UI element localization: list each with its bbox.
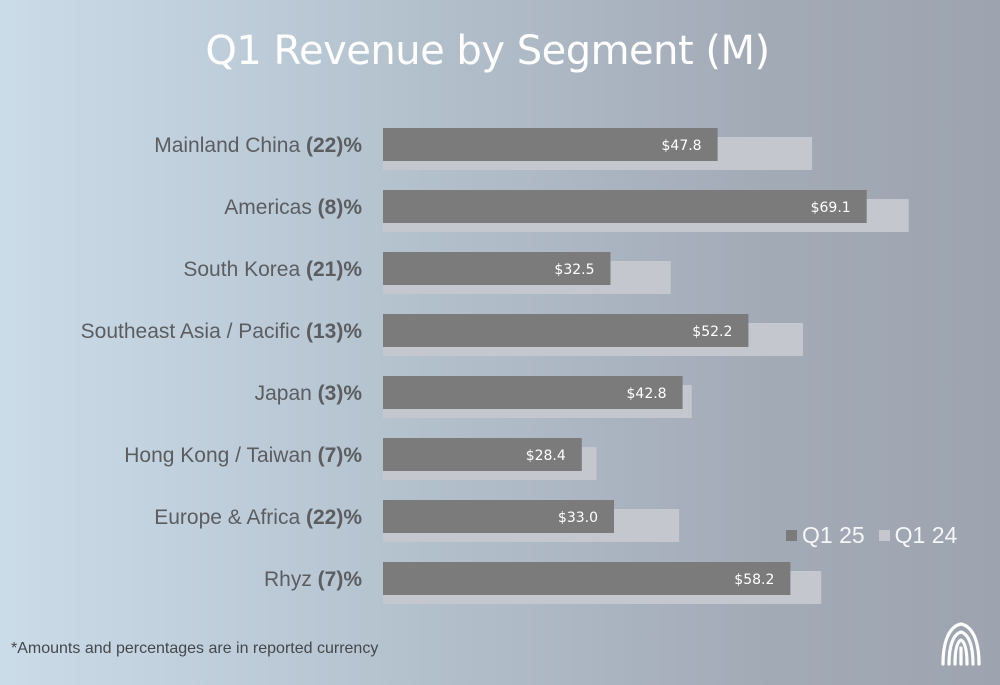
legend-item-q1-24: Q1 24 bbox=[878, 522, 958, 549]
legend-swatch-q1-25 bbox=[786, 530, 797, 541]
category-name-5: Hong Kong / Taiwan bbox=[124, 444, 317, 467]
category-change-1: (8)% bbox=[318, 196, 363, 219]
data-label-3: $52.2 bbox=[692, 324, 732, 340]
chart-title: Q1 Revenue by Segment (M) bbox=[205, 28, 770, 74]
bar-q1-25-1 bbox=[383, 190, 867, 223]
bar-q1-25-4 bbox=[383, 376, 683, 409]
category-label-7: Rhyz (7)% bbox=[264, 568, 362, 591]
bar-q1-25-7 bbox=[383, 562, 791, 595]
category-label-0: Mainland China (22)% bbox=[154, 134, 362, 157]
category-change-4: (3)% bbox=[318, 382, 363, 405]
bar-q1-25-5 bbox=[383, 438, 582, 471]
company-logo-icon bbox=[941, 622, 981, 666]
legend-label-q1-24: Q1 24 bbox=[894, 522, 958, 548]
data-label-2: $32.5 bbox=[554, 262, 594, 278]
data-label-4: $42.8 bbox=[627, 386, 667, 402]
data-label-6: $33.0 bbox=[558, 510, 598, 526]
data-label-1: $69.1 bbox=[811, 200, 851, 216]
category-name-3: Southeast Asia / Pacific bbox=[81, 320, 306, 343]
category-label-4: Japan (3)% bbox=[255, 382, 363, 405]
category-name-6: Europe & Africa bbox=[154, 506, 306, 529]
category-change-6: (22)% bbox=[306, 506, 362, 529]
legend: Q1 25 Q1 24 bbox=[786, 522, 957, 549]
category-name-4: Japan bbox=[255, 382, 318, 405]
category-label-5: Hong Kong / Taiwan (7)% bbox=[124, 444, 362, 467]
category-change-2: (21)% bbox=[306, 258, 362, 281]
footnote: *Amounts and percentages are in reported… bbox=[11, 640, 379, 657]
category-label-6: Europe & Africa (22)% bbox=[154, 506, 362, 529]
category-change-0: (22)% bbox=[306, 134, 362, 157]
category-name-1: Americas bbox=[224, 196, 317, 219]
bar-q1-25-6 bbox=[383, 500, 614, 533]
legend-item-q1-25: Q1 25 bbox=[786, 522, 865, 549]
category-label-3: Southeast Asia / Pacific (13)% bbox=[81, 320, 363, 343]
category-change-7: (7)% bbox=[318, 568, 363, 591]
category-label-1: Americas (8)% bbox=[224, 196, 362, 219]
data-label-7: $58.2 bbox=[734, 572, 774, 588]
category-change-3: (13)% bbox=[306, 320, 362, 343]
bar-q1-25-3 bbox=[383, 314, 749, 347]
data-label-0: $47.8 bbox=[662, 138, 702, 154]
category-change-5: (7)% bbox=[318, 444, 363, 467]
category-name-0: Mainland China bbox=[154, 134, 306, 157]
legend-swatch-q1-24 bbox=[878, 530, 890, 541]
legend-label-q1-25: Q1 25 bbox=[802, 522, 865, 548]
category-name-2: South Korea bbox=[183, 258, 306, 281]
data-label-5: $28.4 bbox=[526, 448, 566, 464]
category-label-2: South Korea (21)% bbox=[183, 258, 362, 281]
bar-q1-25-2 bbox=[383, 252, 611, 285]
bar-q1-25-0 bbox=[383, 128, 718, 161]
category-name-7: Rhyz bbox=[264, 568, 318, 591]
